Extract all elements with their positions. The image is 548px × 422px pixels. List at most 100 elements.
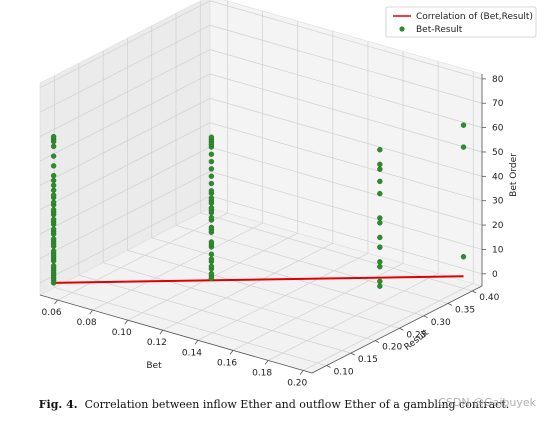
y-tick-mark: [399, 327, 404, 331]
data-point: [208, 251, 215, 257]
legend-entry-line: Correlation of (Bet,Result): [416, 12, 533, 22]
grid-line: [39, 171, 211, 259]
x-tick-label: 0.18: [252, 368, 272, 378]
y-axis-line: [311, 285, 483, 374]
data-point: [460, 122, 467, 128]
axis-panes: [39, 0, 483, 374]
grid-line: [209, 122, 483, 202]
data-point: [377, 234, 383, 241]
grid-line: [39, 73, 211, 162]
grid-line: [267, 273, 439, 361]
y-tick-mark: [447, 303, 453, 306]
data-point: [377, 147, 383, 153]
watermark: CSDN @Gaibuyek: [438, 396, 536, 409]
x-tick-mark: [194, 340, 199, 345]
data-point: [377, 166, 383, 172]
y-tick-label: 0.30: [431, 318, 451, 328]
grid-line: [127, 249, 400, 329]
z-tick-label: 60: [492, 124, 504, 134]
data-point: [50, 163, 57, 169]
grid-line: [39, 122, 211, 211]
y-tick-mark: [472, 290, 477, 294]
data-point: [50, 172, 57, 179]
grid-line: [209, 49, 483, 128]
x-axis-line: [39, 294, 313, 374]
x-tick-mark: [299, 370, 304, 375]
x-tick-mark: [264, 360, 269, 365]
data-point: [50, 236, 57, 242]
caption-text: Correlation between inflow Ether and out…: [84, 398, 510, 411]
data-point: [377, 190, 383, 197]
left-wall-pane: [39, 0, 211, 296]
x-tick-mark: [159, 329, 164, 335]
z-axis-ticks: 0 10 20 30 40 50 60 70 80: [482, 75, 504, 280]
data-point: [377, 244, 383, 250]
data-point: [50, 207, 57, 213]
data-point: [50, 248, 57, 254]
y-tick-label: 0.10: [334, 368, 354, 378]
y-tick-mark: [374, 340, 380, 344]
data-point: [50, 192, 57, 198]
grid-line: [209, 0, 483, 80]
figure-caption: Fig. 4. Correlation between inflow Ether…: [0, 398, 548, 411]
grid-lines: [39, 0, 483, 371]
data-point: [208, 214, 215, 221]
z-tick-label: 70: [492, 99, 504, 109]
data-point: [377, 283, 383, 289]
data-point: [377, 220, 383, 226]
data-point: [50, 182, 57, 189]
x-tick-label: 0.08: [77, 318, 97, 328]
y-tick-mark: [423, 315, 428, 319]
data-point: [50, 133, 57, 140]
data-point: [377, 263, 383, 270]
data-point: [50, 187, 57, 193]
data-point: [208, 180, 215, 187]
x-tick-mark: [124, 319, 129, 325]
grid-line: [92, 222, 263, 311]
y-tick-label: 0.15: [358, 355, 378, 365]
z-tick-label: 0: [492, 270, 498, 280]
grid-line: [103, 262, 376, 342]
z-tick-label: 40: [492, 172, 504, 182]
correlation-line: [53, 275, 464, 284]
data-point: [208, 134, 215, 140]
data-point: [208, 256, 215, 262]
z-axis-label: Bet Order: [509, 153, 519, 197]
data-point: [208, 263, 215, 270]
y-axis-ticks: 0.10 0.15 0.20 0.25 0.30 0.35 0.40: [326, 290, 500, 378]
data-point: [50, 199, 57, 206]
z-tick-label: 50: [492, 148, 504, 158]
x-tick-label: 0.10: [112, 328, 132, 338]
correlation-series: [53, 275, 464, 284]
data-point: [208, 158, 215, 165]
y-tick-mark: [326, 365, 331, 368]
x-tick-label: 0.12: [147, 338, 167, 348]
grid-line: [209, 171, 483, 250]
grid-line: [39, 195, 211, 284]
x-tick-mark: [89, 309, 93, 315]
caption-label: Fig. 4.: [38, 398, 78, 411]
data-point: [208, 173, 215, 179]
y-tick-mark: [350, 352, 356, 356]
grid-line: [39, 0, 211, 89]
grid-line: [303, 283, 474, 371]
grid-line: [209, 73, 483, 153]
data-point: [208, 270, 215, 277]
z-tick-label: 10: [492, 245, 504, 255]
data-point: [460, 254, 467, 260]
grid-line: [39, 146, 211, 235]
grid-line: [151, 237, 424, 317]
z-tick-label: 80: [492, 75, 504, 85]
data-point: [208, 151, 215, 157]
grid-line: [57, 212, 228, 301]
grid-line: [54, 287, 327, 366]
data-point: [377, 278, 383, 285]
data-point: [50, 177, 57, 184]
data-point: [208, 205, 215, 211]
grid-line: [197, 252, 369, 341]
x-axis-label: Bet: [146, 361, 162, 371]
data-point: [377, 178, 383, 185]
grid-line: [175, 225, 449, 304]
data-point: [208, 239, 215, 245]
